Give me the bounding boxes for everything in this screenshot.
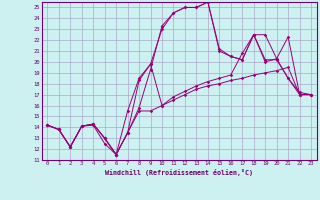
X-axis label: Windchill (Refroidissement éolien,°C): Windchill (Refroidissement éolien,°C) (105, 169, 253, 176)
